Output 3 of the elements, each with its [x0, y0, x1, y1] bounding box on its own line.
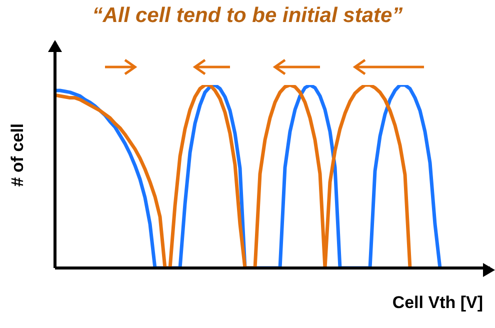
x-axis-title: Cell Vth [V]	[392, 293, 483, 313]
y-axis-title: # of cell	[8, 123, 28, 187]
chart-title: “All cell tend to be initial state”	[91, 4, 404, 28]
